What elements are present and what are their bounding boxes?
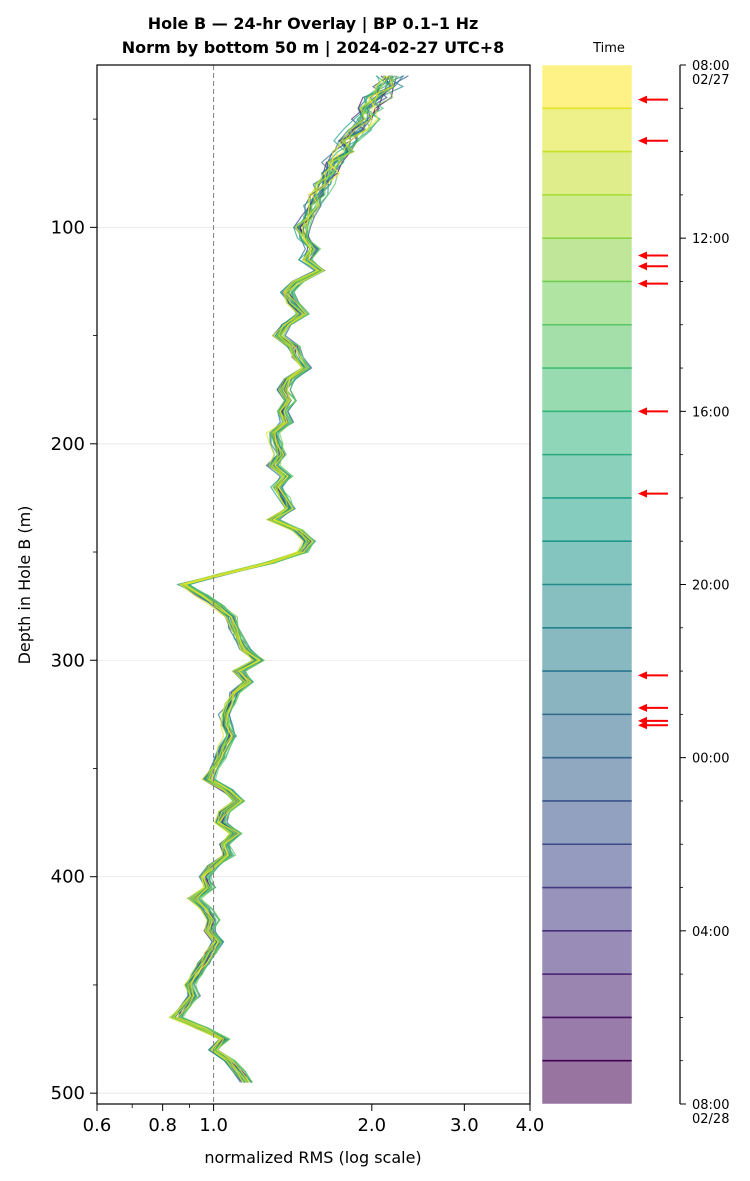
colorbar-band (542, 281, 632, 325)
series-line (168, 75, 389, 1083)
plot-frame (96, 64, 531, 1105)
colorbar-frame (541, 64, 633, 1105)
y-tick-label: 200 (51, 434, 85, 455)
colorbar-band (542, 974, 632, 1018)
chart-subtitle: Norm by bottom 50 m | 2024-02-27 UTC+8 (122, 38, 505, 58)
colorbar-band (542, 497, 632, 542)
colorbar-band (542, 627, 632, 672)
colorbar-tick-label: 12:00 (692, 232, 729, 247)
grid-lines (97, 226, 530, 1094)
y-axis-label: Depth in Hole B (m) (15, 506, 34, 665)
colorbar-tick-label: 00:00 (692, 752, 729, 767)
colorbar-tick-label: 08:00 (692, 1098, 729, 1113)
colorbar-tick-label: 08:00 (692, 59, 729, 74)
marker-arrow-head (638, 136, 647, 145)
marker-arrow-head (638, 95, 647, 104)
colorbar-date-label: 02/27 (692, 73, 729, 88)
colorbar-band (542, 541, 632, 585)
x-tick-label: 3.0 (450, 1115, 479, 1136)
colorbar-band (542, 411, 632, 455)
marker-arrow-head (638, 489, 647, 498)
colorbar-band (542, 930, 632, 975)
x-tick-label: 2.0 (357, 1115, 386, 1136)
marker-arrow-head (638, 703, 647, 712)
colorbar-band (542, 584, 632, 628)
colorbar-tick-label: 20:00 (692, 579, 729, 594)
colorbar-tick-label: 04:00 (692, 925, 729, 940)
colorbar-band (542, 454, 632, 498)
colorbar-band (542, 1017, 632, 1061)
colorbar-label: Time (592, 41, 625, 56)
marker-arrow-head (638, 721, 647, 730)
colorbar-band (542, 151, 632, 195)
x-axis-ticks: 0.6 0.8 1.0 2.0 3.0 4.0 (83, 1104, 545, 1136)
colorbar-band (542, 108, 632, 152)
colorbar-ticks: 08:0012:0016:0020:0000:0004:0008:0002/27… (680, 59, 729, 1127)
colorbar-band (542, 714, 632, 758)
marker-arrow-head (638, 251, 647, 260)
series-traces (168, 75, 409, 1083)
colorbar-band (542, 194, 632, 239)
y-tick-label: 300 (51, 650, 85, 671)
y-tick-label: 100 (51, 217, 85, 238)
colorbar-band (542, 757, 632, 801)
x-tick-label: 1.0 (199, 1115, 228, 1136)
series-line (176, 75, 394, 1083)
colorbar-tick-label: 16:00 (692, 405, 729, 420)
x-axis-label: normalized RMS (log scale) (204, 1148, 421, 1167)
chart-title: Hole B — 24-hr Overlay | BP 0.1–1 Hz (148, 14, 479, 34)
colorbar-arrows (638, 95, 668, 730)
colorbar-band (542, 671, 632, 715)
y-axis-ticks: 100 200 300 400 500 (51, 118, 97, 1104)
x-tick-label: 0.8 (148, 1115, 177, 1136)
colorbar-bands (541, 64, 633, 1105)
x-tick-label: 0.6 (83, 1115, 112, 1136)
colorbar-band (542, 1060, 632, 1104)
colorbar-band (542, 800, 632, 845)
colorbar-band (542, 65, 632, 109)
colorbar-band (542, 238, 632, 282)
colorbar-band (542, 844, 632, 888)
y-tick-label: 400 (51, 867, 85, 888)
colorbar-band (542, 368, 632, 412)
colorbar-band (542, 324, 632, 369)
x-tick-label: 4.0 (516, 1115, 545, 1136)
y-tick-label: 500 (51, 1083, 85, 1104)
colorbar-date-label: 02/28 (692, 1112, 729, 1127)
marker-arrow-head (638, 262, 647, 271)
marker-arrow-head (638, 407, 647, 416)
marker-arrow-head (638, 279, 647, 288)
marker-arrow-head (638, 671, 647, 680)
colorbar-band (542, 887, 632, 931)
